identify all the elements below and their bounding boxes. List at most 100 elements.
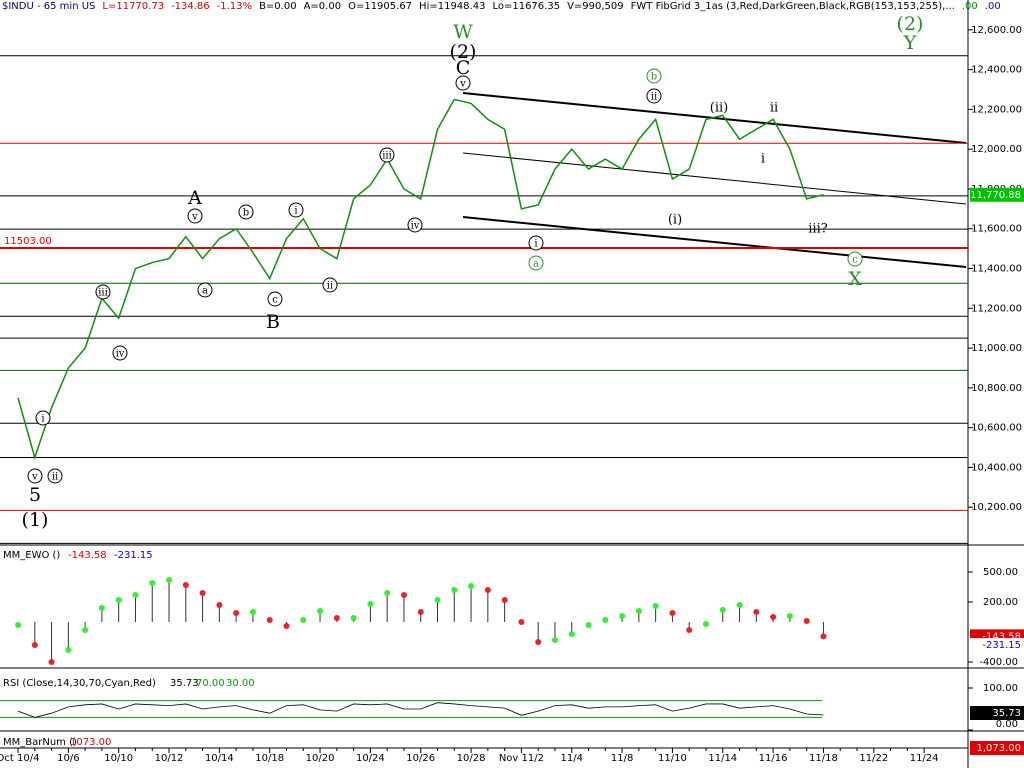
header-field: -1.13% — [216, 1, 253, 12]
ewo-dot — [803, 618, 810, 624]
ewo-dot — [400, 592, 407, 598]
header-field: Lo=11676.35 — [492, 1, 561, 12]
value-box — [970, 638, 1024, 653]
readout: 35.73 — [170, 678, 199, 689]
ewo-dot — [652, 603, 659, 609]
x-tick-label: 10/12 — [155, 753, 184, 764]
wave-label: iii — [98, 288, 108, 299]
wave-circle — [407, 217, 423, 233]
x-tick-label: 11/8 — [611, 753, 633, 764]
panel-title: MM_EWO () — [3, 550, 60, 561]
ewo-dot — [635, 608, 642, 614]
header-field: .00 — [961, 1, 978, 12]
ewo-dot — [820, 633, 827, 640]
ewo-dot — [434, 597, 441, 603]
header-field: FWT FibGrid 3_1as (3,Red,DarkGreen,Black… — [630, 1, 955, 12]
ewo-dot — [484, 587, 491, 593]
ewo-dot — [468, 583, 475, 589]
y-tick-label: 11,000.00 — [971, 343, 1022, 354]
ewo-dot — [233, 610, 240, 616]
ewo-dot — [602, 617, 609, 623]
wave-label: a — [533, 259, 539, 270]
wave-label: (2) — [897, 13, 924, 35]
x-tick-label: Nov 11/2 — [499, 753, 544, 764]
y-tick-label: 10,600.00 — [971, 423, 1022, 434]
ewo-dot — [568, 631, 575, 637]
ewo-dot — [719, 607, 726, 613]
wave-label: ii — [52, 472, 58, 483]
wave-label: v — [459, 79, 466, 90]
wave-circle — [27, 468, 43, 484]
ewo-dot — [786, 613, 793, 619]
ewo-dot — [166, 577, 173, 583]
wave-circle — [112, 345, 128, 361]
x-tick-label: 11/24 — [910, 753, 939, 764]
wave-circle — [288, 202, 304, 218]
wave-label: iv — [411, 221, 420, 232]
wave-circle — [646, 88, 662, 104]
wave-circle — [322, 277, 338, 293]
wave-label: c — [272, 295, 278, 306]
wave-circle — [267, 291, 283, 307]
wave-label: W — [453, 21, 473, 43]
ewo-dot — [518, 619, 525, 625]
wave-circle — [197, 282, 213, 298]
wave-label: 5 — [29, 484, 41, 506]
x-tick-label: 11/18 — [809, 753, 838, 764]
ewo-dot — [551, 637, 558, 643]
ewo-dot — [65, 647, 72, 653]
y-tick-label: 11,600.00 — [971, 224, 1022, 235]
wave-label: (ii) — [710, 101, 728, 116]
y-tick-label: 12,600.00 — [971, 25, 1022, 36]
x-tick-label: 10/28 — [457, 753, 486, 764]
wave-circle — [847, 251, 863, 267]
wave-label: iii — [382, 151, 392, 162]
ewo-dot — [149, 580, 156, 586]
ewo-dot — [686, 627, 693, 633]
ewo-dot — [736, 602, 743, 608]
wave-label: A — [187, 187, 202, 209]
y-tick-label: 10,200.00 — [971, 502, 1022, 513]
x-tick-label: 11/16 — [759, 753, 788, 764]
wave-circle — [455, 75, 471, 91]
x-tick-label: 10/6 — [57, 753, 79, 764]
x-tick-label: 10/20 — [306, 753, 335, 764]
ewo-dot — [770, 614, 777, 620]
readout: -231.15 — [114, 550, 153, 561]
ewo-dot — [82, 627, 89, 633]
ewo-dot — [216, 602, 223, 608]
ewo-dot — [317, 608, 324, 614]
ewo-dot — [115, 597, 122, 603]
wave-circle — [35, 410, 51, 426]
wave-label: ii — [651, 92, 657, 103]
ewo-dot — [266, 617, 273, 623]
ewo-dot — [300, 617, 307, 623]
y-tick-label: 10,800.00 — [971, 383, 1022, 394]
readout: 30.00 — [226, 678, 255, 689]
x-tick-label: 10/18 — [255, 753, 284, 764]
x-tick-label: 11/22 — [859, 753, 888, 764]
ewo-dot — [249, 609, 256, 615]
ewo-dot — [451, 587, 458, 593]
wave-label: i — [41, 414, 44, 425]
wave-label: b — [243, 208, 249, 219]
y-tick-label: 200.00 — [983, 597, 1018, 608]
header-field: .00 — [984, 1, 1001, 12]
wave-circle — [379, 147, 395, 163]
value-box-label: -143.58 — [982, 631, 1021, 642]
header-field: A=0.00 — [303, 1, 342, 12]
wave-label: ii — [770, 101, 778, 116]
wave-label: i — [761, 152, 765, 167]
channel-line — [462, 216, 967, 268]
value-box — [970, 187, 1024, 202]
wave-label: v — [191, 212, 198, 223]
price-line — [17, 98, 824, 461]
wave-circle — [528, 235, 544, 251]
ewo-dot — [350, 615, 357, 621]
value-box-label: 11,770.88 — [970, 190, 1021, 201]
y-tick-label: 11,200.00 — [971, 303, 1022, 314]
value-box-label: -231.15 — [982, 640, 1021, 651]
readout: 70.00 — [196, 678, 225, 689]
value-box — [970, 741, 1024, 755]
